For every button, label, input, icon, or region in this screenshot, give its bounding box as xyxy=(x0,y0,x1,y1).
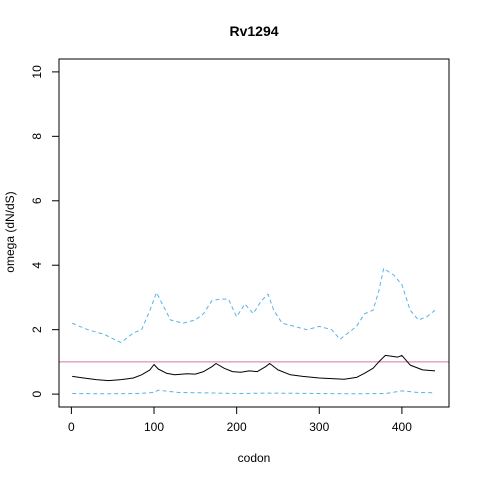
series-line-2 xyxy=(72,389,436,395)
y-tick-label: 4 xyxy=(30,262,44,269)
y-axis-ticks: 0 2 4 6 8 10 xyxy=(30,65,59,397)
y-axis-label: omega (dN/dS) xyxy=(3,191,17,272)
x-tick-label: 400 xyxy=(392,420,412,434)
series-line-0 xyxy=(72,354,436,382)
chart-title: Rv1294 xyxy=(229,23,278,39)
plot-border xyxy=(58,58,450,408)
y-tick-label: 2 xyxy=(30,326,44,333)
x-axis-ticks: 0 100 200 300 400 xyxy=(68,407,412,434)
plot-area xyxy=(59,267,449,395)
series-line-1 xyxy=(72,267,436,344)
x-axis-label: codon xyxy=(238,451,271,465)
y-tick-label: 8 xyxy=(30,133,44,140)
y-tick-label: 10 xyxy=(30,65,44,79)
x-tick-label: 100 xyxy=(144,420,164,434)
x-tick-label: 300 xyxy=(309,420,329,434)
x-tick-label: 200 xyxy=(227,420,247,434)
y-tick-label: 6 xyxy=(30,197,44,204)
x-tick-label: 0 xyxy=(68,420,75,434)
y-tick-label: 0 xyxy=(30,390,44,397)
